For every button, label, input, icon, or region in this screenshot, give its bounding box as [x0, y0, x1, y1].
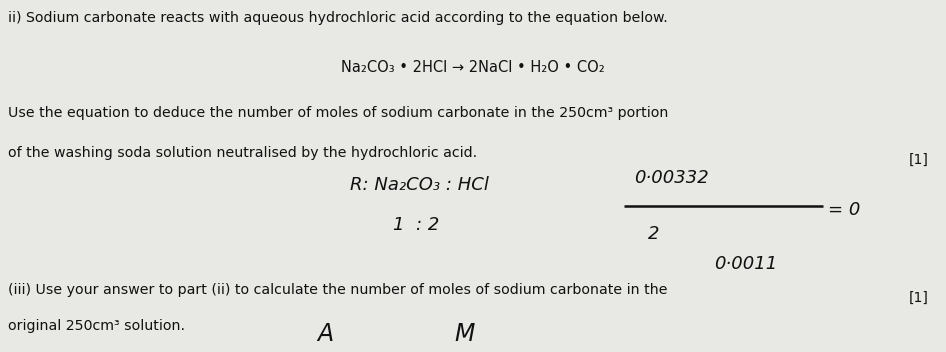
Text: [1]: [1] — [909, 153, 929, 167]
Text: 1  : 2: 1 : 2 — [393, 216, 439, 234]
Text: ii) Sodium carbonate reacts with aqueous hydrochloric acid according to the equa: ii) Sodium carbonate reacts with aqueous… — [8, 11, 667, 25]
Text: of the washing soda solution neutralised by the hydrochloric acid.: of the washing soda solution neutralised… — [8, 146, 477, 160]
Text: M: M — [454, 322, 475, 346]
Text: original 250cm³ solution.: original 250cm³ solution. — [8, 319, 184, 333]
Text: 0·00332: 0·00332 — [634, 169, 709, 187]
Text: Na₂CO₃ • 2HCl → 2NaCl • H₂O • CO₂: Na₂CO₃ • 2HCl → 2NaCl • H₂O • CO₂ — [342, 60, 604, 75]
Text: 0·0011: 0·0011 — [714, 255, 778, 273]
Text: 2: 2 — [648, 225, 659, 243]
Text: (iii) Use your answer to part (ii) to calculate the number of moles of sodium ca: (iii) Use your answer to part (ii) to ca… — [8, 283, 667, 297]
Text: Use the equation to deduce the number of moles of sodium carbonate in the 250cm³: Use the equation to deduce the number of… — [8, 106, 668, 120]
Text: R: Na₂CO₃ : HCl: R: Na₂CO₃ : HCl — [350, 176, 489, 194]
Text: A: A — [317, 322, 333, 346]
Text: [1]: [1] — [909, 290, 929, 304]
Text: = 0: = 0 — [828, 201, 860, 219]
